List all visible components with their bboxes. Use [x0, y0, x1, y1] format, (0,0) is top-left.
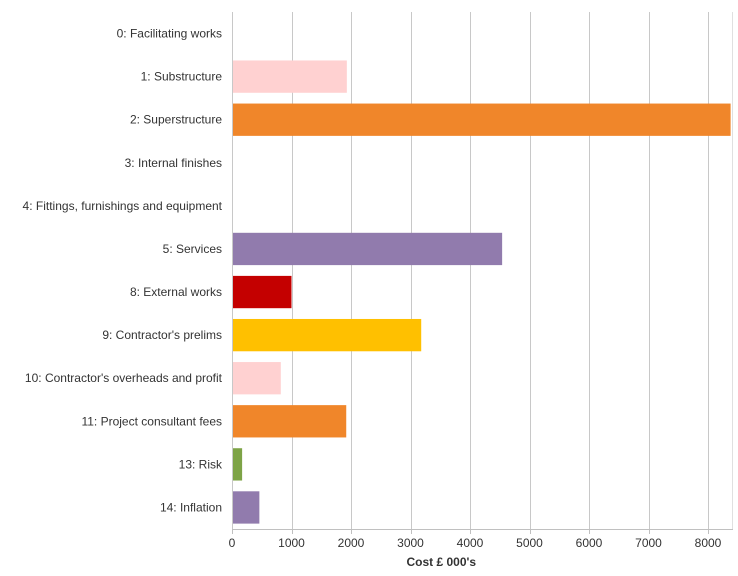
- category-label-8: 10: Contractor's overheads and profit: [25, 371, 223, 385]
- category-label-3: 3: Internal finishes: [125, 156, 222, 170]
- x-tick-label-7000: 7000: [635, 536, 662, 550]
- x-tick-label-4000: 4000: [457, 536, 484, 550]
- x-tick-label-8000: 8000: [695, 536, 722, 550]
- category-label-10: 13: Risk: [179, 457, 223, 471]
- x-axis-title: Cost £ 000's: [406, 555, 476, 569]
- bar-8[interactable]: [233, 362, 281, 395]
- x-tick-label-2000: 2000: [338, 536, 365, 550]
- category-label-9: 11: Project consultant fees: [81, 414, 222, 428]
- category-label-5: 5: Services: [163, 242, 222, 256]
- category-label-2: 2: Superstructure: [130, 113, 222, 127]
- bar-11[interactable]: [233, 491, 260, 524]
- bar-1[interactable]: [233, 60, 347, 93]
- bar-7[interactable]: [233, 318, 422, 352]
- grid-lines: [232, 12, 733, 529]
- x-tick-labels: 0 1000 2000 3000 4000 5000 6000 7000 8000: [229, 529, 722, 550]
- x-tick-label-6000: 6000: [576, 536, 603, 550]
- category-label-6: 8: External works: [130, 285, 222, 299]
- category-label-4: 4: Fittings, furnishings and equipment: [23, 199, 223, 213]
- bar-5[interactable]: [233, 232, 503, 266]
- category-label-1: 1: Substructure: [141, 70, 223, 84]
- x-tick-label-0: 0: [229, 536, 236, 550]
- bar-10[interactable]: [233, 448, 243, 481]
- x-tick-label-3000: 3000: [397, 536, 424, 550]
- category-labels: 0: Facilitating works 1: Substructure 2: S…: [23, 27, 223, 515]
- bars: [233, 60, 731, 524]
- bar-6[interactable]: [233, 275, 292, 309]
- bar-9[interactable]: [233, 405, 347, 438]
- x-tick-label-5000: 5000: [516, 536, 543, 550]
- category-label-7: 9: Contractor's prelims: [102, 328, 222, 342]
- bar-2[interactable]: [233, 103, 731, 136]
- x-tick-label-1000: 1000: [278, 536, 305, 550]
- category-label-0: 0: Facilitating works: [117, 27, 222, 41]
- category-label-11: 14: Inflation: [160, 500, 222, 514]
